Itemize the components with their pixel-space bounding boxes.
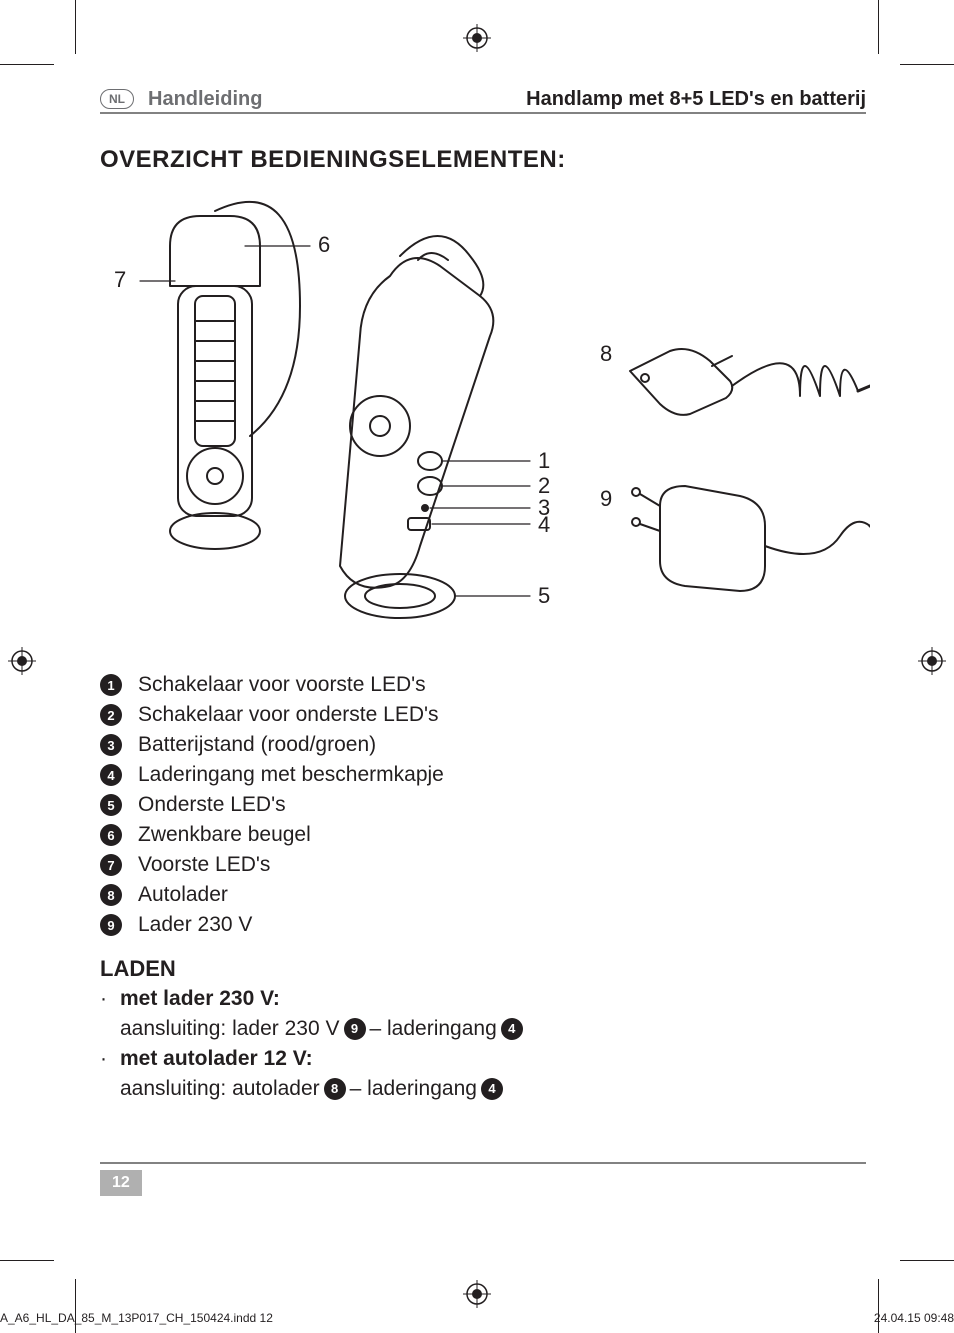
ref-circle: 4 <box>501 1018 523 1040</box>
crop-mark <box>0 1260 54 1261</box>
legend-text: Autolader <box>138 883 228 907</box>
laden-item-label: met autolader 12 V: <box>120 1044 313 1074</box>
crop-mark <box>0 64 54 65</box>
legend-num: 3 <box>100 734 122 756</box>
laden-item: · met autolader 12 V: <box>100 1044 860 1074</box>
crop-mark <box>900 64 954 65</box>
footer-rule <box>100 1162 866 1164</box>
legend-item: 7 Voorste LED's <box>100 850 860 880</box>
header: NL Handleiding Handlamp met 8+5 LED's en… <box>100 84 866 114</box>
bullet-dot: · <box>100 984 120 1014</box>
legend-item: 4 Laderingang met beschermkapje <box>100 760 860 790</box>
car-charger-icon <box>630 349 870 415</box>
laden-item-label: met lader 230 V: <box>120 984 280 1014</box>
lamp-angled-view <box>340 236 493 618</box>
lamp-side-view <box>170 202 300 549</box>
page-number: 12 <box>100 1170 142 1196</box>
laden-text: – laderingang <box>370 1014 497 1044</box>
legend-text: Schakelaar voor voorste LED's <box>138 673 426 697</box>
laden-text: – laderingang <box>350 1074 477 1104</box>
print-meta-filename: A_A6_HL_DA_85_M_13P017_CH_150424.indd 12 <box>0 1311 273 1325</box>
callout-8: 8 <box>600 341 612 367</box>
legend-item: 9 Lader 230 V <box>100 910 860 940</box>
header-right-title: Handlamp met 8+5 LED's en batterij <box>526 88 866 111</box>
ref-circle: 9 <box>344 1018 366 1040</box>
laden-text: aansluiting: lader 230 V <box>120 1014 340 1044</box>
registration-mark-top <box>463 24 491 52</box>
legend-item: 6 Zwenkbare beugel <box>100 820 860 850</box>
legend-text: Onderste LED's <box>138 793 286 817</box>
ref-circle: 8 <box>324 1078 346 1100</box>
legend-num: 2 <box>100 704 122 726</box>
legend-item: 3 Batterijstand (rood/groen) <box>100 730 860 760</box>
legend-num: 4 <box>100 764 122 786</box>
section-title-overview: OVERZICHT BEDIENINGSELEMENTEN: <box>100 146 566 174</box>
header-left-title: Handleiding <box>148 88 262 111</box>
legend-text: Zwenkbare beugel <box>138 823 311 847</box>
header-rule <box>100 112 866 114</box>
legend-item: 8 Autolader <box>100 880 860 910</box>
laden-section: · met lader 230 V: aansluiting: lader 23… <box>100 984 860 1104</box>
legend-num: 1 <box>100 674 122 696</box>
legend-num: 6 <box>100 824 122 846</box>
callout-5: 5 <box>538 583 550 609</box>
product-diagram <box>100 186 870 656</box>
page: NL Handleiding Handlamp met 8+5 LED's en… <box>0 0 954 1333</box>
legend-text: Laderingang met beschermkapje <box>138 763 444 787</box>
callout-9: 9 <box>600 486 612 512</box>
legend-item: 2 Schakelaar voor onderste LED's <box>100 700 860 730</box>
legend-text: Batterijstand (rood/groen) <box>138 733 376 757</box>
callout-6: 6 <box>318 232 330 258</box>
wall-charger-icon <box>632 486 870 591</box>
laden-item-line: aansluiting: lader 230 V 9 – laderingang… <box>100 1014 860 1044</box>
legend-text: Voorste LED's <box>138 853 270 877</box>
ref-circle: 4 <box>481 1078 503 1100</box>
laden-item: · met lader 230 V: <box>100 984 860 1014</box>
legend-num: 8 <box>100 884 122 906</box>
legend-num: 5 <box>100 794 122 816</box>
diagram-area: 7 6 1 2 3 4 5 8 9 <box>100 186 870 656</box>
crop-mark <box>878 0 879 54</box>
legend-text: Lader 230 V <box>138 913 252 937</box>
laden-item-line: aansluiting: autolader 8 – laderingang 4 <box>100 1074 860 1104</box>
legend-text: Schakelaar voor onderste LED's <box>138 703 439 727</box>
print-meta-timestamp: 24.04.15 09:48 <box>874 1311 954 1325</box>
registration-mark-right <box>918 647 946 675</box>
crop-mark <box>900 1260 954 1261</box>
legend-num: 7 <box>100 854 122 876</box>
legend-num: 9 <box>100 914 122 936</box>
laden-text: aansluiting: autolader <box>120 1074 320 1104</box>
legend-list: 1 Schakelaar voor voorste LED's 2 Schakela… <box>100 670 860 940</box>
legend-item: 5 Onderste LED's <box>100 790 860 820</box>
callout-7: 7 <box>114 267 126 293</box>
crop-mark <box>75 0 76 54</box>
callout-1: 1 <box>538 448 550 474</box>
bullet-dot: · <box>100 1044 120 1074</box>
registration-mark-bottom <box>463 1280 491 1308</box>
registration-mark-left <box>8 647 36 675</box>
callout-4: 4 <box>538 512 550 538</box>
section-title-laden: LADEN <box>100 956 176 982</box>
language-badge: NL <box>100 89 134 109</box>
legend-item: 1 Schakelaar voor voorste LED's <box>100 670 860 700</box>
